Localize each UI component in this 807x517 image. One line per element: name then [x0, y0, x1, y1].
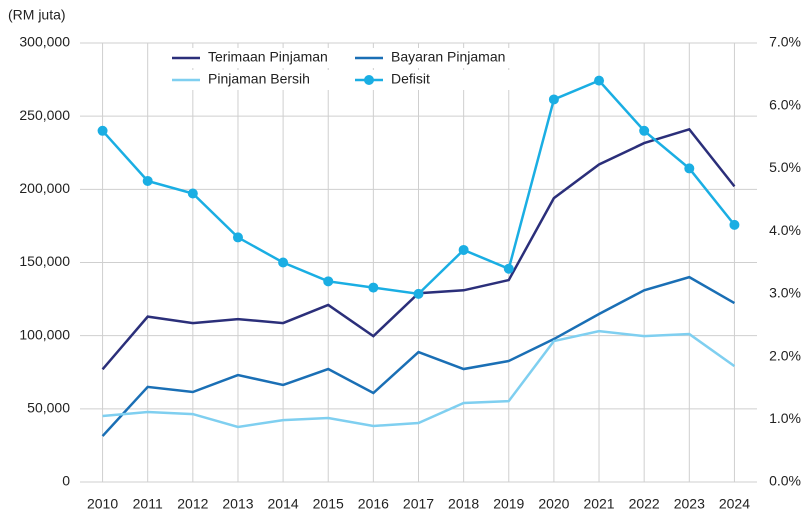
point — [232, 232, 243, 243]
legend-label: Defisit — [391, 71, 430, 87]
series-line — [102, 329, 736, 429]
x-tick-label: 2023 — [674, 496, 705, 512]
point — [548, 94, 559, 105]
x-tick-label: 2020 — [538, 496, 569, 512]
x-tick-label: 2022 — [629, 496, 660, 512]
point — [142, 175, 153, 186]
y-tick-label: 50,000 — [27, 400, 70, 416]
y-tick-label: 0 — [62, 473, 70, 489]
x-tick-label: 2021 — [583, 496, 614, 512]
x-tick-label: 2015 — [313, 496, 344, 512]
y2-tick-label: 1.0% — [769, 410, 801, 426]
x-tick-label: 2016 — [358, 496, 389, 512]
point — [458, 244, 469, 255]
point — [97, 125, 108, 136]
point — [684, 163, 695, 174]
y-tick-label: 300,000 — [19, 34, 70, 50]
y-axis-label: (RM juta) — [8, 7, 66, 23]
x-tick-label: 2024 — [719, 496, 750, 512]
x-tick-label: 2018 — [448, 496, 479, 512]
legend-background — [351, 70, 531, 90]
x-tick-label: 2010 — [87, 496, 118, 512]
legend-label: Terimaan Pinjaman — [208, 49, 328, 65]
y2-tick-label: 6.0% — [769, 96, 801, 112]
point — [323, 276, 334, 287]
series-line — [101, 275, 736, 437]
x-tick-label: 2012 — [177, 496, 208, 512]
point — [368, 282, 379, 293]
legend-background — [168, 48, 348, 68]
y-tick-label: 150,000 — [19, 253, 70, 269]
legend-label: Pinjaman Bersih — [208, 71, 310, 87]
y-tick-label: 100,000 — [19, 326, 70, 342]
x-tick-label: 2019 — [493, 496, 524, 512]
y2-tick-label: 0.0% — [769, 473, 801, 489]
point — [187, 188, 198, 199]
x-tick-label: 2017 — [403, 496, 434, 512]
y2-tick-label: 2.0% — [769, 347, 801, 363]
legend-label: Bayaran Pinjaman — [391, 49, 505, 65]
point — [503, 263, 514, 274]
legend-background — [351, 48, 531, 68]
point — [594, 75, 605, 86]
y-tick-label: 200,000 — [19, 180, 70, 196]
x-tick-label: 2014 — [268, 496, 299, 512]
point — [278, 257, 289, 268]
legend-marker — [364, 75, 374, 85]
y2-tick-label: 7.0% — [769, 34, 801, 50]
point — [729, 219, 740, 230]
point — [639, 125, 650, 136]
y2-tick-label: 5.0% — [769, 159, 801, 175]
y-tick-label: 250,000 — [19, 107, 70, 123]
x-tick-label: 2011 — [133, 496, 163, 512]
y2-tick-label: 3.0% — [769, 285, 801, 301]
y2-tick-label: 4.0% — [769, 222, 801, 238]
legend-background — [168, 70, 348, 90]
point — [413, 288, 424, 299]
x-tick-label: 2013 — [222, 496, 253, 512]
